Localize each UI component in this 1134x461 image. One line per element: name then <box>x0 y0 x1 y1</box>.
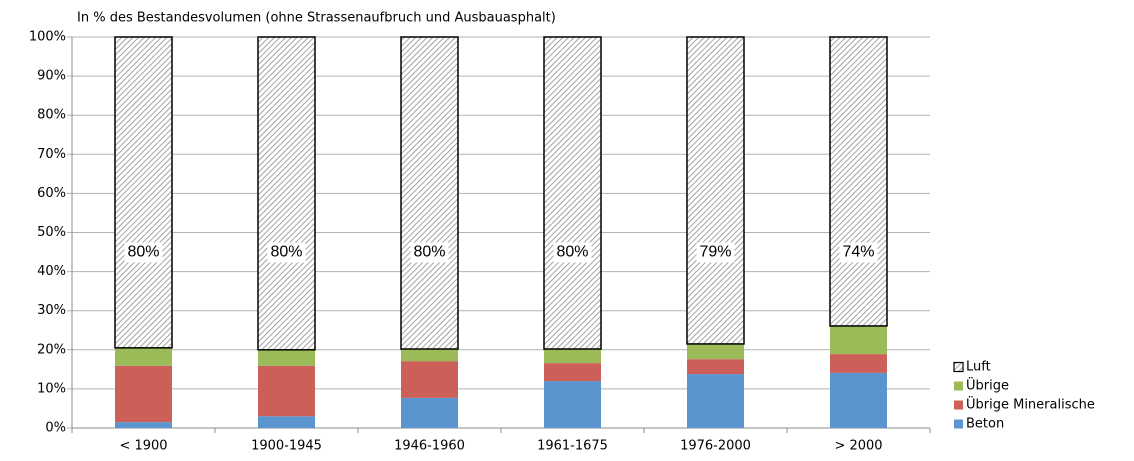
chart-title: In % des Bestandesvolumen (ohne Strassen… <box>77 11 556 26</box>
bar-segment <box>115 347 172 366</box>
bar-segment <box>687 343 744 360</box>
bar-segment <box>830 372 887 428</box>
y-tick-label: 20% <box>37 342 66 357</box>
bar-segment <box>257 36 316 351</box>
bar-segment <box>114 36 173 349</box>
bar-segment <box>687 374 744 428</box>
y-tick-label: 90% <box>37 69 66 84</box>
bar-segment <box>686 36 745 345</box>
label-bg <box>410 242 449 263</box>
y-tick-label: 70% <box>37 147 66 162</box>
y-tick-label: 0% <box>45 421 66 436</box>
value-label: 74% <box>842 244 874 261</box>
bar-segment <box>258 349 315 366</box>
bar-segment <box>115 422 172 428</box>
value-label: 80% <box>413 244 445 261</box>
bar-segment <box>544 381 601 428</box>
x-tick-label: 1961-1675 <box>537 439 608 454</box>
y-tick-label: 30% <box>37 303 66 318</box>
label-bg <box>839 242 878 263</box>
label-bg <box>124 242 163 263</box>
y-tick-label: 100% <box>29 30 66 45</box>
value-label: 79% <box>699 244 731 261</box>
bar-segment <box>258 365 315 417</box>
value-label: 80% <box>127 244 159 261</box>
bar-segment <box>830 354 887 373</box>
label-bg <box>696 242 735 263</box>
bar-segment <box>544 349 601 364</box>
bar-segment <box>544 363 601 382</box>
bar-segment <box>401 397 458 428</box>
legend-label: Übrige <box>966 377 1009 394</box>
x-tick-label: 1900-1945 <box>251 439 322 454</box>
legend-swatch <box>953 361 964 373</box>
y-tick-label: 10% <box>37 381 66 396</box>
bar-segment <box>115 365 172 423</box>
bar-segment <box>829 36 888 327</box>
label-bg <box>553 242 592 263</box>
y-tick-label: 80% <box>37 108 66 123</box>
legend-swatch <box>954 381 963 391</box>
legend-label: Luft <box>966 360 991 375</box>
label-bg <box>267 242 306 263</box>
bar-segment <box>830 325 887 355</box>
legend-label: Übrige Mineralische <box>966 396 1095 413</box>
x-tick-label: < 1900 <box>119 439 167 454</box>
bar-segment <box>258 416 315 428</box>
value-label: 80% <box>270 244 302 261</box>
bar-segment <box>400 36 459 350</box>
x-tick-label: > 2000 <box>834 439 882 454</box>
y-tick-label: 40% <box>37 264 66 279</box>
bar-segment <box>543 36 602 350</box>
bar-segment <box>401 361 458 398</box>
y-tick-label: 60% <box>37 186 66 201</box>
x-tick-label: 1976-2000 <box>680 439 751 454</box>
legend-swatch <box>954 400 963 410</box>
y-tick-label: 50% <box>37 225 66 240</box>
bar-segment <box>401 349 458 362</box>
legend-swatch <box>954 419 963 429</box>
legend-label: Beton <box>966 417 1004 432</box>
bar-segment <box>687 359 744 375</box>
x-tick-label: 1946-1960 <box>394 439 465 454</box>
value-label: 80% <box>556 244 588 261</box>
